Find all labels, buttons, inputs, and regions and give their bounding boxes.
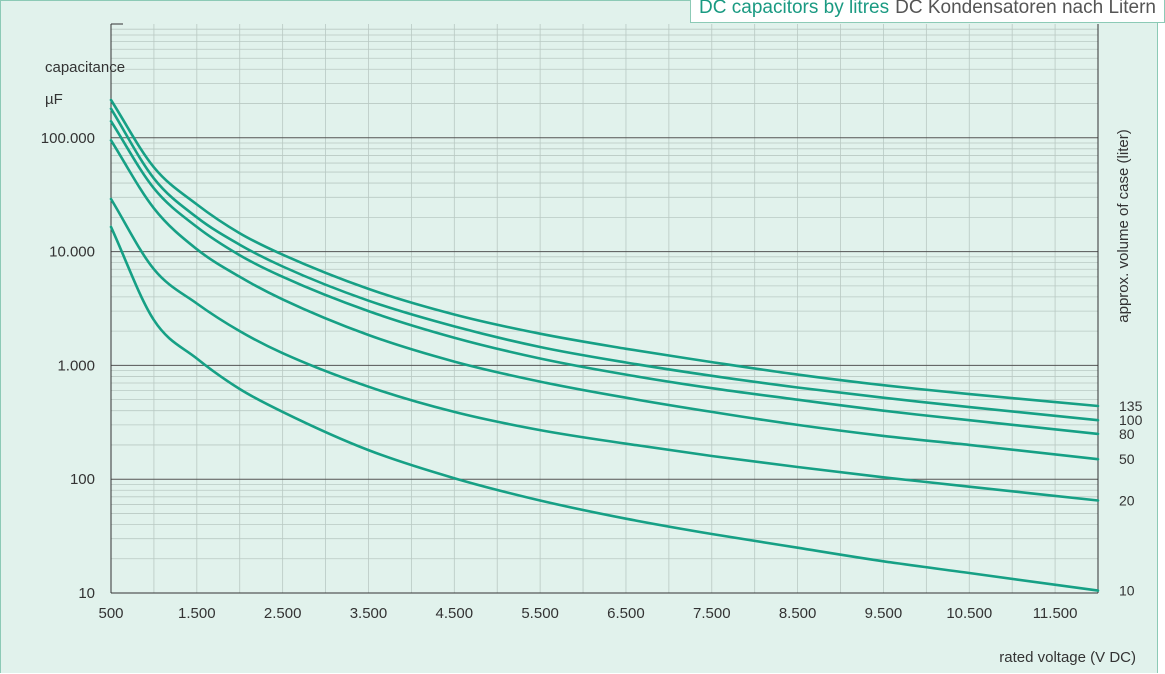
x-tick-label: 9.500 [865,605,903,622]
series-layer [109,98,1100,592]
x-tick-label: 7.500 [693,605,731,622]
volume-label-80: 80 [1119,426,1135,442]
x-tick-label: 500 [98,605,123,622]
y-tick-labels: 10 100 1.000 10.000 100.000 [41,130,95,602]
x-tick-label: 5.500 [521,605,559,622]
x-tick-label: 4.500 [436,605,474,622]
series-line-80 [109,119,1100,436]
y-tick-label: 100 [70,471,95,488]
series-line-50 [109,139,1100,461]
volume-label-50: 50 [1119,451,1135,467]
y-tick-label: 1.000 [57,357,95,374]
x-tick-labels: 500 1.500 2.500 3.500 4.500 5.500 6.500 7.500 8.… [98,605,1077,622]
x-tick-label: 11.500 [1033,605,1078,622]
x-tick-label: 2.500 [264,605,302,622]
series-line-20 [109,197,1100,502]
volume-label-20: 20 [1119,492,1135,508]
x-tick-label: 1.500 [178,605,216,622]
x-tick-label: 8.500 [779,605,817,622]
x-tick-label: 3.500 [350,605,388,622]
x-tick-label: 10.500 [946,605,992,622]
right-axis-label: approx. volume of case (liter) [1115,129,1132,322]
series-line-135 [109,98,1100,408]
plot-frame [110,23,1099,594]
y-tick-label: 10.000 [49,244,95,261]
chart-title-en: DC capacitors by litres [699,0,890,18]
y-tick-label: 10 [78,585,95,602]
volume-label-100: 100 [1119,412,1143,428]
x-tick-label: 6.500 [607,605,645,622]
volume-label-135: 135 [1119,398,1143,414]
volume-label-10: 10 [1119,583,1135,599]
x-axis-label: rated voltage (V DC) [999,649,1136,666]
chart-title-de: DC Kondensatoren nach Litern [895,0,1156,18]
chart-title-box: DC capacitors by litres DC Kondensatoren… [690,0,1165,23]
y-tick-label: 100.000 [41,130,95,147]
y-axis-label: capacitance [45,59,125,76]
series-line-10 [109,225,1100,592]
series-line-100 [109,107,1100,422]
y-axis-unit: µF [45,91,63,108]
minor-grid [111,24,1098,593]
